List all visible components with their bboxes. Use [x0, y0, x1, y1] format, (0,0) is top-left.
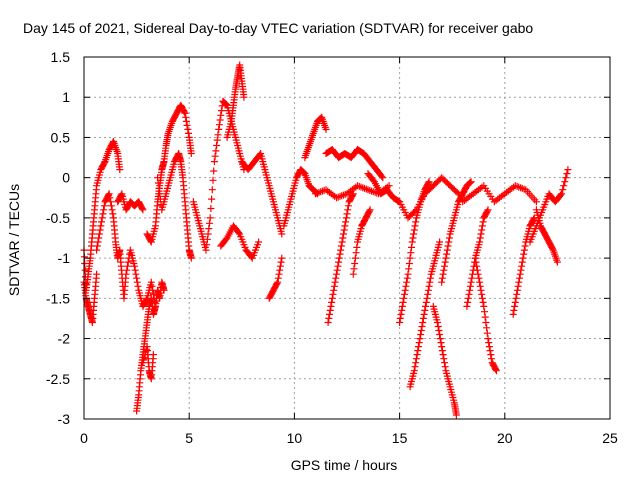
data-point-markers: [471, 254, 500, 375]
data-series-arc-7: [143, 101, 195, 246]
data-series-arc-4: [114, 190, 147, 214]
x-tick-label: 0: [80, 430, 88, 446]
chart-title: Day 145 of 2021, Sidereal Day-to-day VTE…: [23, 20, 533, 36]
data-series-arc-20: [364, 170, 404, 206]
data-point-markers: [526, 166, 572, 246]
data-series-arc-30: [526, 166, 572, 246]
data-point-markers: [143, 101, 195, 246]
data-point-markers: [238, 150, 286, 238]
data-series-arc-14: [280, 166, 321, 230]
data-series-arc-17: [324, 190, 357, 326]
y-tick-label: 0: [62, 170, 70, 186]
data-point-markers: [139, 343, 157, 383]
data-point-markers: [406, 238, 444, 391]
y-tick-label: -3: [58, 411, 71, 427]
y-tick-label: -2.5: [46, 371, 70, 387]
data-series-arc-21: [396, 178, 433, 326]
x-axis-label: GPS time / hours: [291, 457, 398, 473]
data-point-markers: [438, 178, 475, 286]
tick-layer: 0 5 10 15 20 25 1.5 1 0.5 0 -0.5 -1 -1.5 -2 -2.5 -3: [46, 49, 618, 446]
data-series-arc-22: [406, 238, 444, 391]
data-series-arc-25: [438, 178, 475, 286]
data-point-markers: [429, 302, 460, 419]
data-point-markers: [396, 174, 462, 222]
y-tick-label: -1.5: [46, 290, 70, 306]
x-tick-label: 20: [497, 430, 513, 446]
data-point-markers: [265, 254, 286, 302]
data-series-arc-10: [223, 61, 248, 141]
data-layer: [80, 61, 572, 419]
data-point-markers: [322, 146, 387, 182]
data-series-arc-31: [532, 206, 561, 266]
data-point-markers: [324, 190, 357, 326]
x-tick-label: 15: [392, 430, 408, 446]
data-series-arc-6: [139, 343, 157, 383]
data-point-markers: [223, 61, 248, 141]
y-tick-label: 1.5: [51, 49, 71, 65]
data-point-markers: [114, 190, 147, 214]
x-tick-label: 25: [602, 430, 618, 446]
data-point-markers: [301, 113, 330, 162]
data-point-markers: [93, 190, 159, 310]
x-tick-label: 10: [287, 430, 303, 446]
data-series-arc-11: [217, 222, 263, 262]
y-tick-label: 1: [62, 89, 70, 105]
data-point-markers: [217, 222, 263, 262]
data-series-arc-23: [396, 174, 462, 222]
data-point-markers: [349, 206, 374, 278]
y-tick-label: -2: [58, 331, 71, 347]
data-series-arc-15: [301, 113, 330, 162]
data-series-arc-28: [459, 182, 540, 206]
data-point-markers: [154, 150, 195, 262]
y-tick-label: 0.5: [51, 129, 71, 145]
data-point-markers: [509, 214, 538, 318]
data-point-markers: [280, 166, 321, 230]
data-point-markers: [364, 170, 404, 206]
data-point-markers: [532, 206, 561, 266]
data-series-arc-13: [265, 254, 286, 302]
data-series-arc-8: [154, 150, 195, 262]
y-tick-label: -1: [58, 250, 71, 266]
data-point-markers: [396, 178, 433, 326]
y-axis-label: SDTVAR / TECUs: [6, 184, 22, 296]
x-tick-label: 5: [185, 430, 193, 446]
data-series-arc-19: [349, 206, 374, 278]
data-series-arc-27: [471, 254, 500, 375]
y-tick-label: -0.5: [46, 210, 70, 226]
data-series-arc-3: [93, 190, 159, 310]
data-series-arc-12: [238, 150, 286, 238]
data-series-arc-24: [429, 302, 460, 419]
data-point-markers: [459, 182, 540, 206]
plot-frame: [83, 56, 611, 420]
data-series-arc-29: [509, 214, 538, 318]
data-series-arc-16: [322, 146, 387, 182]
